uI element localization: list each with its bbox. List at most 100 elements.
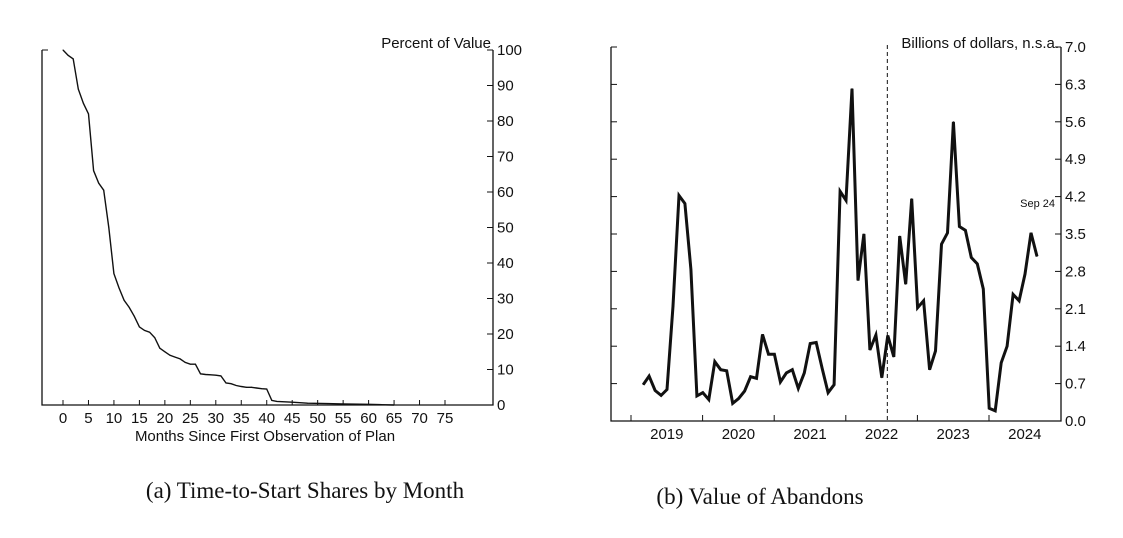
panel-b-data-point (1036, 255, 1038, 257)
panel-a-data-point (77, 88, 79, 90)
panel-b-data-point (779, 381, 781, 383)
panel-b-data-point (809, 343, 811, 345)
panel-a-data-point (250, 386, 252, 388)
panel-a-data-point (118, 287, 120, 289)
panel-b-xtick-label: 2019 (650, 426, 683, 443)
panel-b-data-point (690, 268, 692, 270)
panel-a-xtick-label: 60 (360, 410, 377, 427)
panel-b-data-point (869, 349, 871, 351)
panel-b-data-point (935, 350, 937, 352)
panel-b-annotation: Sep 24 (1020, 198, 1055, 210)
panel-b-data-point (929, 369, 931, 371)
panel-b-xtick-label: 2023 (937, 426, 970, 443)
panel-a-data-point (271, 399, 273, 401)
panel-b-data-point (756, 377, 758, 379)
panel-b-data-point (994, 410, 996, 412)
panel-b-data-point (791, 369, 793, 371)
panel-b-data-point (720, 369, 722, 371)
panel-a-data-point (149, 331, 151, 333)
panel-b-data-point (833, 384, 835, 386)
panel-b-data-point (684, 203, 686, 205)
panel-b-data-point (970, 257, 972, 259)
panel-b-data-point (917, 307, 919, 309)
panel-a-data-point (200, 373, 202, 375)
panel-a-data-point (215, 374, 217, 376)
panel-b: Billions of dollars, n.s.a. Sep 24 (b) V… (610, 35, 1086, 509)
panel-b-ytick-label: 7.0 (1065, 39, 1086, 56)
panel-a-data-point (210, 374, 212, 376)
panel-b-data-point (726, 370, 728, 372)
panel-b-data-point (1000, 362, 1002, 364)
panel-b-data-point (767, 353, 769, 355)
panel-a-data-point (184, 361, 186, 363)
panel-b-data-point (905, 283, 907, 285)
panel-a-data-point (205, 373, 207, 375)
panel-b-data-point (1018, 300, 1020, 302)
panel-a-ytick-label: 10 (497, 362, 514, 379)
panel-a-data-point (138, 326, 140, 328)
panel-a-ytick-label: 50 (497, 220, 514, 237)
panel-b-data-point (696, 395, 698, 397)
panel-b-ytick-label: 2.1 (1065, 301, 1086, 318)
panel-a-data-point (393, 404, 395, 406)
panel-b-data-point (845, 199, 847, 201)
panel-b-ytick-label: 0.7 (1065, 376, 1086, 393)
panel-b-data-point (863, 233, 865, 235)
panel-a-xtick-label: 75 (437, 410, 454, 427)
panel-a-data-point (235, 384, 237, 386)
panel-a-data-point (113, 273, 115, 275)
panel-a-ytick-label: 80 (497, 113, 514, 130)
panel-b-ytick-label: 4.2 (1065, 189, 1086, 206)
panel-a: Percent of Value Months Since First Obse… (41, 35, 522, 503)
panel-a-xtick-label: 15 (131, 410, 148, 427)
panel-b-series-line (641, 88, 1039, 413)
panel-a-data-point (261, 388, 263, 390)
panel-a-data-point (179, 358, 181, 360)
panel-b-data-point (875, 334, 877, 336)
panel-a-series-line (62, 49, 395, 406)
panel-b-data-point (940, 243, 942, 245)
panel-a-data-point (327, 403, 329, 405)
panel-a-ytick-label: 20 (497, 326, 514, 343)
panel-a-caption: (a) Time-to-Start Shares by Month (146, 478, 465, 503)
panel-b-data-point (762, 333, 764, 335)
panel-b-data-point (1024, 273, 1026, 275)
panel-b-data-point (708, 399, 710, 401)
panel-a-xtick-label: 30 (207, 410, 224, 427)
panel-a-data-point (240, 386, 242, 388)
panel-a-data-point (194, 363, 196, 365)
panel-a-data-point (368, 403, 370, 405)
panel-b-ytick-label: 5.6 (1065, 114, 1086, 131)
panel-b-data-point (827, 392, 829, 394)
panel-a-xtick-label: 5 (84, 410, 92, 427)
panel-b-data-point (988, 407, 990, 409)
panel-b-ytick-label: 4.9 (1065, 151, 1086, 168)
panel-a-data-point (103, 189, 105, 191)
panel-a-ytick-label: 90 (497, 78, 514, 95)
panel-b-data-point (893, 356, 895, 358)
panel-a-axes (41, 50, 494, 406)
panel-b-data-point (958, 226, 960, 228)
panel-b-data-point (887, 335, 889, 337)
panel-b-ytick-label: 6.3 (1065, 76, 1086, 93)
panel-b-ytick-label: 3.5 (1065, 226, 1086, 243)
panel-b-data-point (660, 394, 662, 396)
panel-a-xtick-label: 10 (106, 410, 123, 427)
panel-a-data-point (266, 388, 268, 390)
panel-b-data-point (666, 388, 668, 390)
panel-b-data-point (976, 263, 978, 265)
panel-a-data-point (87, 113, 89, 115)
panel-a-data-point (230, 383, 232, 385)
panel-a-ytick-label: 60 (497, 184, 514, 201)
panel-b-data-point (982, 288, 984, 290)
panel-a-data-point (98, 182, 100, 184)
panel-a-data-point (256, 387, 258, 389)
panel-b-data-point (702, 392, 704, 394)
panel-a-data-point (169, 354, 171, 356)
panel-a-data-point (143, 329, 145, 331)
panel-a-data-point (67, 54, 69, 56)
panel-a-xtick-label: 55 (335, 410, 352, 427)
panel-b-data-point (1012, 293, 1014, 295)
panel-b-data-point (899, 235, 901, 237)
panel-b-data-point (744, 390, 746, 392)
